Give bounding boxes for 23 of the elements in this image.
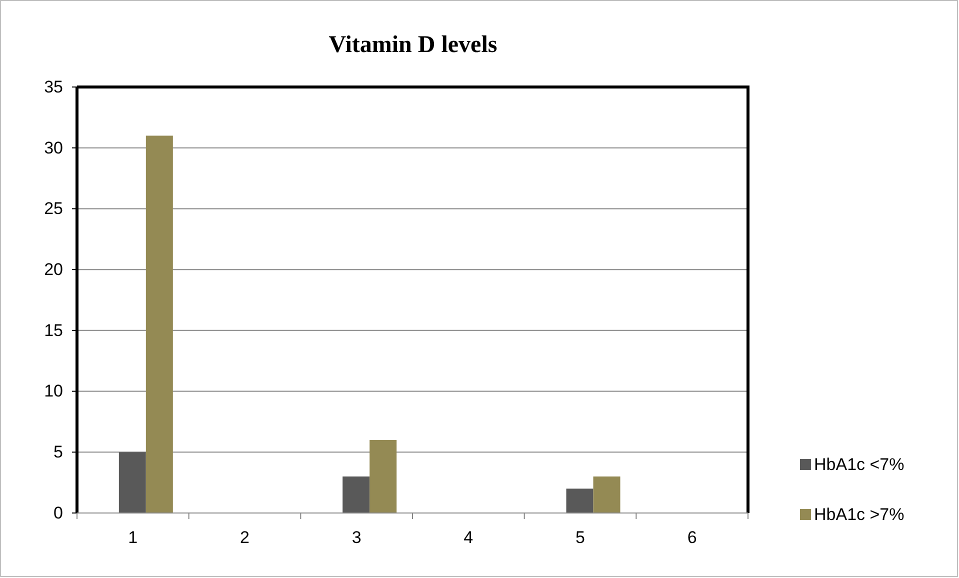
y-tick-label: 10 bbox=[44, 382, 63, 401]
bar bbox=[118, 452, 146, 513]
y-tick-label: 15 bbox=[44, 320, 63, 340]
y-tick-label: 20 bbox=[44, 260, 63, 280]
x-tick-label: 1 bbox=[128, 528, 138, 548]
x-tick-label: 2 bbox=[240, 528, 250, 548]
legend-label: HbA1c >7% bbox=[814, 505, 904, 524]
bar bbox=[342, 476, 370, 513]
legend-label: HbA1c <7% bbox=[814, 455, 904, 474]
bar bbox=[593, 476, 620, 513]
bar bbox=[146, 136, 173, 513]
y-tick-label: 0 bbox=[54, 503, 63, 522]
y-tick-label: 25 bbox=[44, 199, 63, 218]
y-tick-label: 5 bbox=[54, 442, 63, 462]
y-tick-label: 30 bbox=[44, 138, 63, 158]
x-tick-label: 5 bbox=[576, 528, 585, 548]
bar bbox=[566, 488, 594, 513]
x-tick-label: 3 bbox=[352, 528, 362, 548]
x-tick-label: 4 bbox=[464, 528, 474, 548]
y-tick-label: 35 bbox=[44, 77, 63, 96]
chart-title: Vitamin D levels bbox=[328, 32, 498, 58]
bar bbox=[370, 440, 397, 513]
x-tick-label: 6 bbox=[687, 528, 697, 548]
